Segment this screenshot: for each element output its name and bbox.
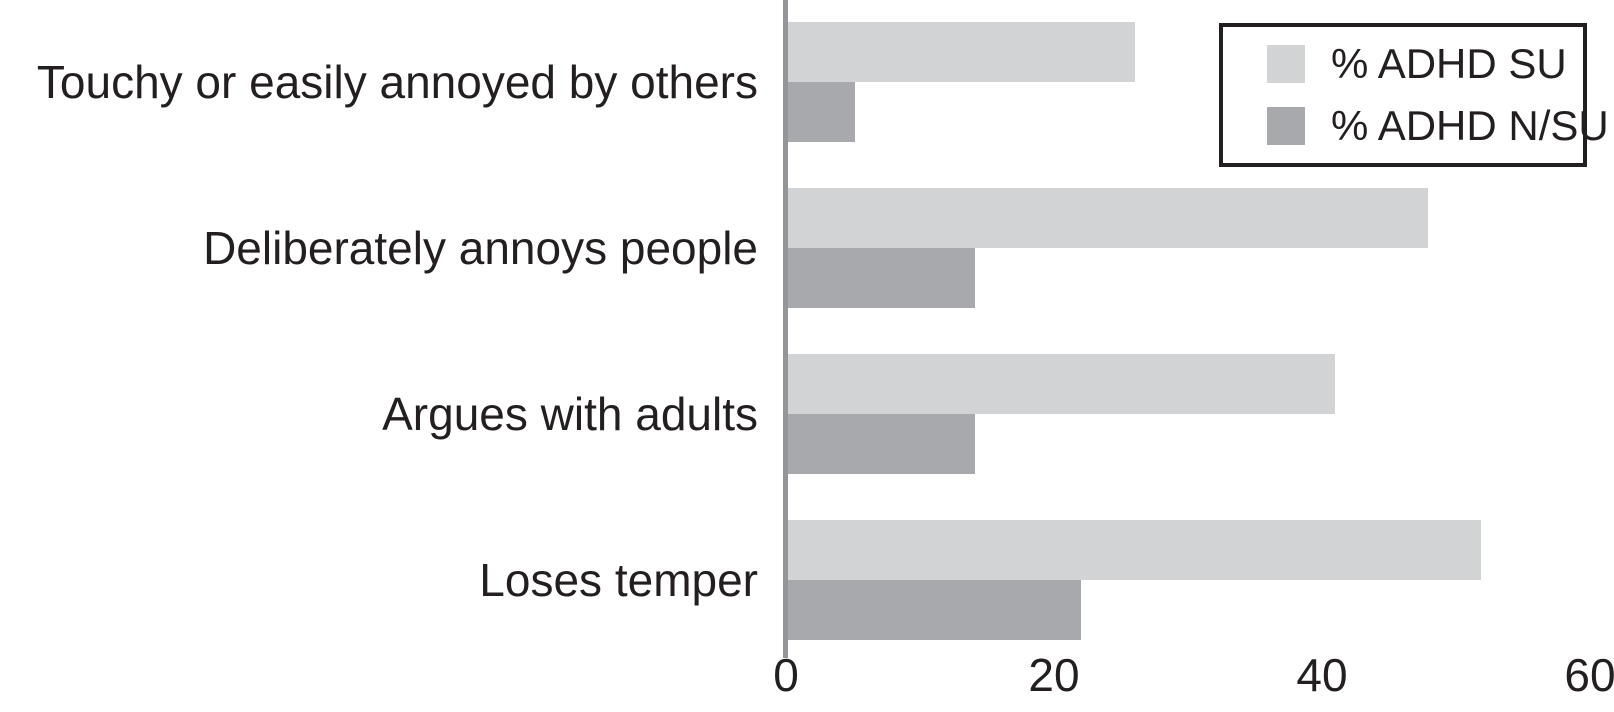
legend-item-adhd-su: % ADHD SU [1267,40,1583,88]
x-axis-tick-label: 40 [1296,649,1348,701]
x-axis-tick-label: 60 [1564,649,1614,701]
bar-group [788,354,1588,474]
bar-adhd-su [788,188,1428,248]
category-label: Touchy or easily annoyed by others [36,55,758,108]
legend-label-adhd-su: % ADHD SU [1331,40,1567,88]
bar-adhd-su [788,520,1482,580]
y-axis-line [783,0,788,658]
legend-swatch-adhd-su [1267,45,1305,84]
category-label: Argues with adults [382,387,758,440]
bar-group [788,188,1588,308]
legend-label-adhd-nsu: % ADHD N/SU [1331,101,1609,149]
legend-swatch-adhd-nsu [1267,106,1305,145]
bar-adhd-nsu [788,248,975,308]
x-axis-tick-label: 0 [773,649,799,701]
bar-adhd-su [788,354,1335,414]
bar-adhd-nsu [788,82,855,142]
bar-adhd-su [788,22,1135,82]
legend-item-adhd-nsu: % ADHD N/SU [1267,102,1609,150]
bar-group [788,520,1588,640]
category-label: Deliberately annoys people [203,221,758,274]
bar-adhd-nsu [788,580,1082,640]
category-label: Loses temper [479,553,758,606]
bar-group [788,22,1588,142]
bar-adhd-nsu [788,414,975,474]
x-axis-tick-label: 20 [1028,649,1080,701]
legend: % ADHD SU % ADHD N/SU [1219,23,1609,167]
